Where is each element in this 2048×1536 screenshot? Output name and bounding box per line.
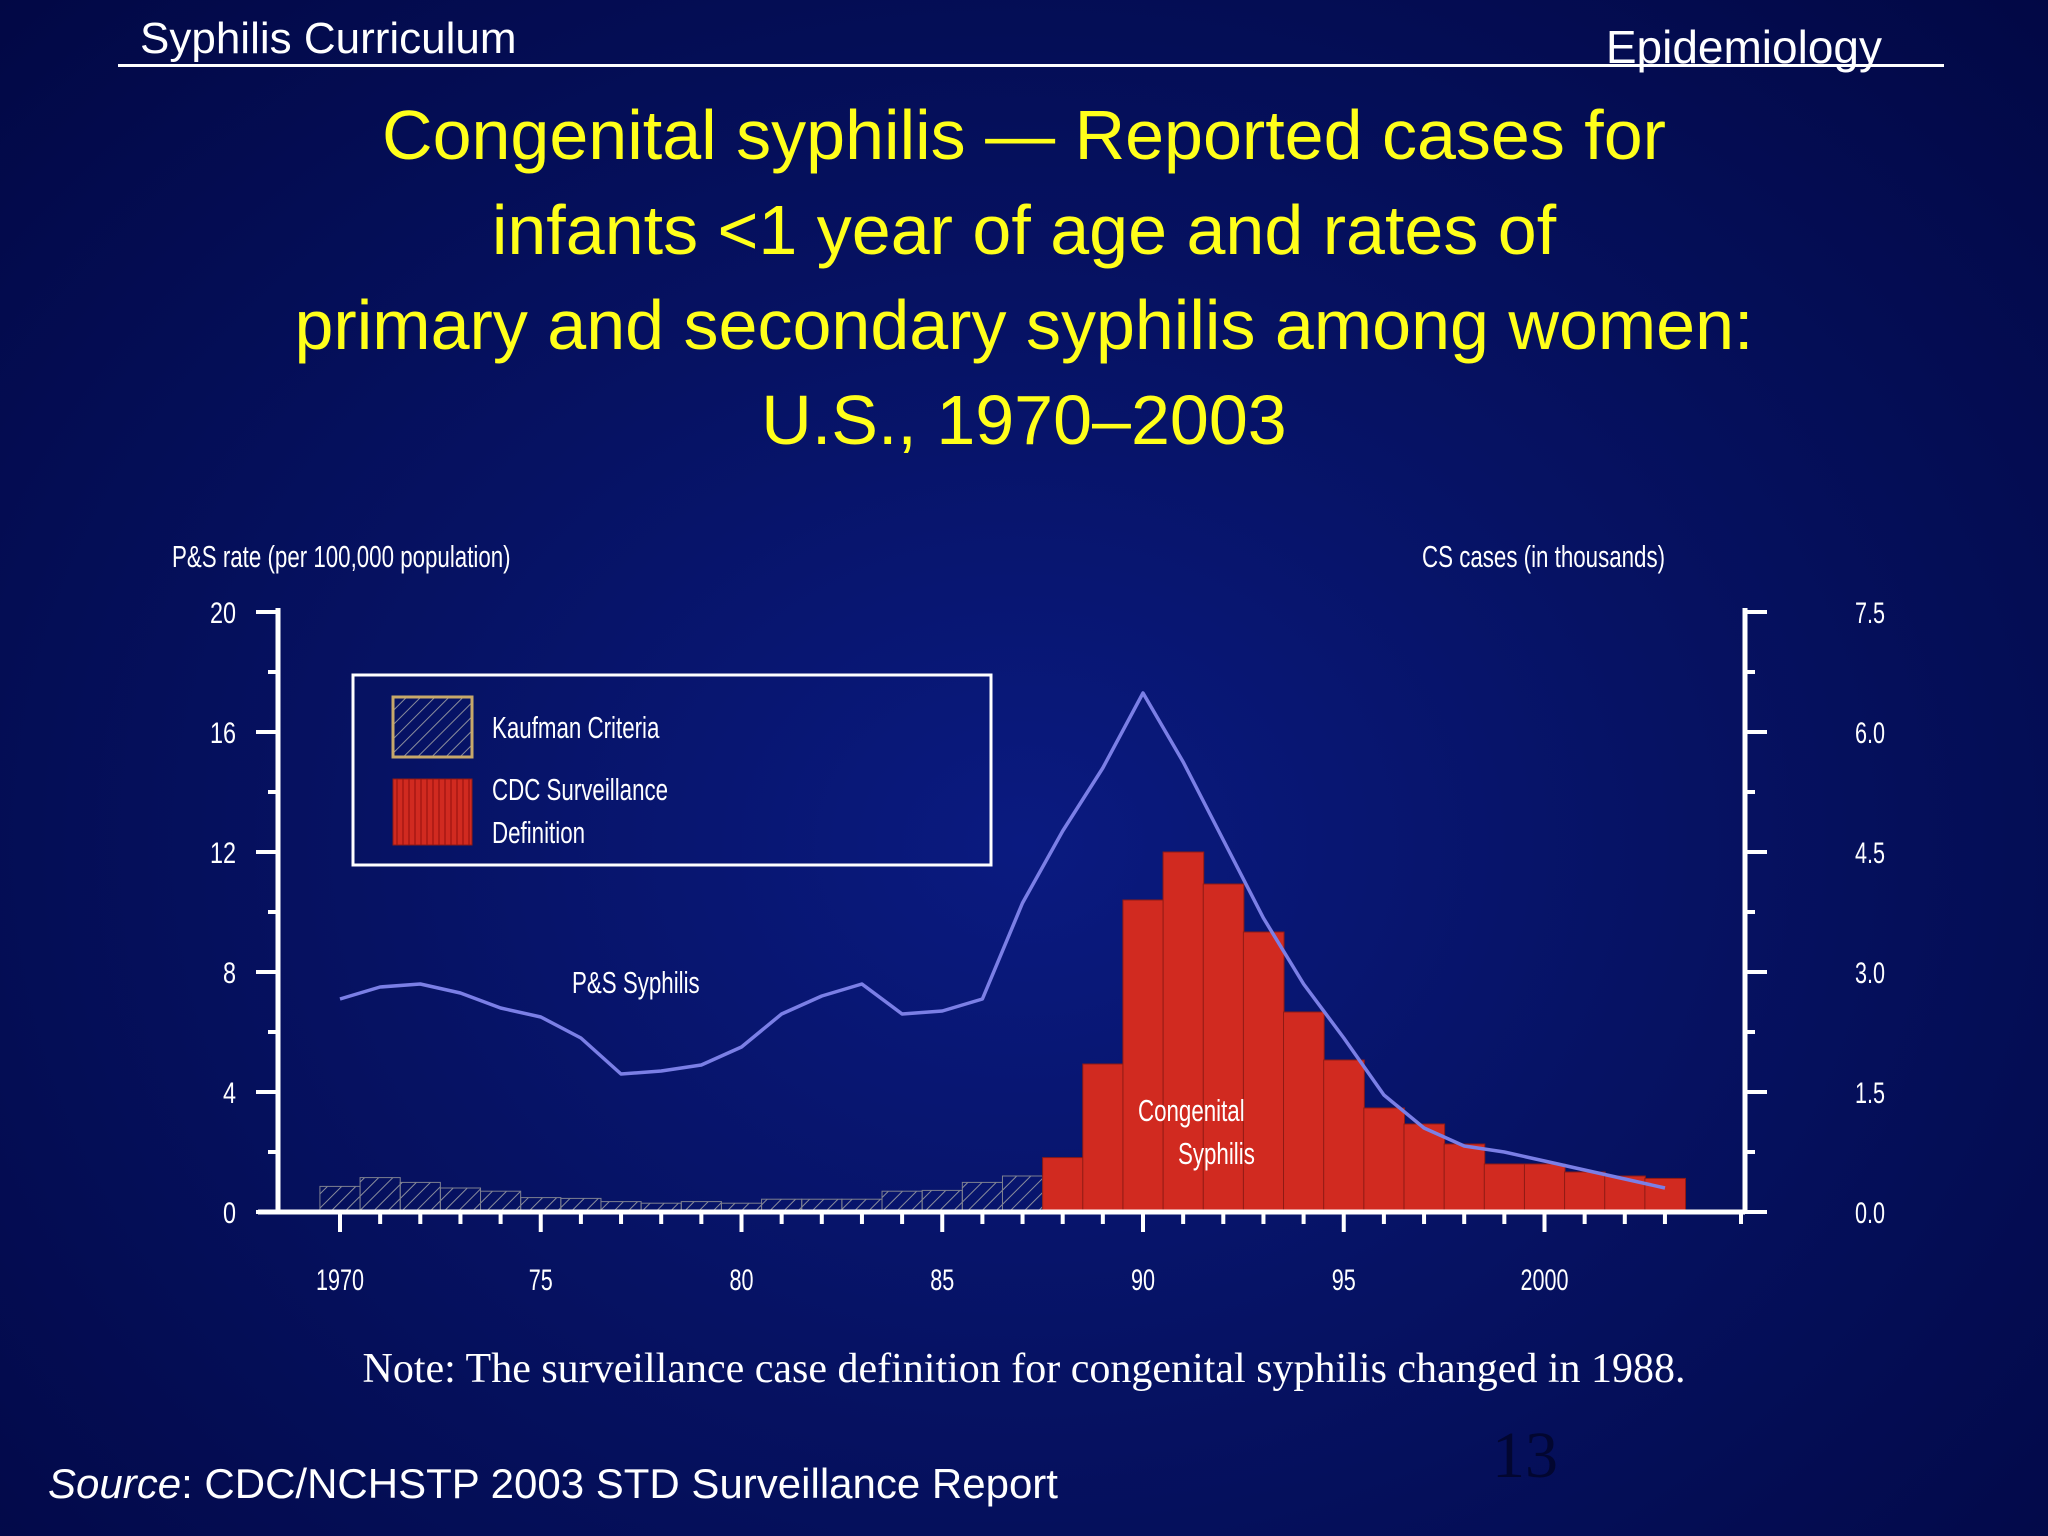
kaufman-bar (319, 1185, 361, 1213)
x-tick-label: 90 (1131, 1262, 1155, 1296)
cdc-bar (1363, 1107, 1405, 1213)
kaufman-bar (359, 1177, 401, 1213)
kaufman-bar (1001, 1175, 1044, 1213)
left-tick-label: 4 (223, 1076, 236, 1109)
cdc-bar (1082, 1063, 1124, 1213)
title-line: U.S., 1970–2003 (761, 381, 1287, 459)
source-text: : CDC/NCHSTP 2003 STD Surveillance Repor… (181, 1460, 1058, 1507)
kaufman-bar (399, 1181, 441, 1213)
cdc-bar (1323, 1059, 1365, 1213)
legend-label-cdc: CDC Surveillance (492, 772, 668, 806)
slide-title: Congenital syphilis — Reported cases for… (100, 88, 1948, 468)
x-tick-label: 2000 (1520, 1262, 1568, 1296)
cdc-bar (1403, 1123, 1446, 1213)
left-axis-title: P&S rate (per 100,000 population) (172, 539, 511, 573)
cdc-bar (1483, 1163, 1526, 1213)
cdc-bar (1604, 1175, 1646, 1213)
congenital-syphilis-annotation: Congenital (1138, 1093, 1245, 1127)
source-label: Source (48, 1460, 182, 1507)
right-tick-label: 4.5 (1855, 835, 1885, 869)
left-tick-label: 12 (210, 836, 236, 869)
legend-swatch-cdc (392, 778, 473, 846)
cdc-bar (1283, 1011, 1325, 1213)
right-tick-label: 7.5 (1855, 595, 1885, 629)
legend-label-kaufman: Kaufman Criteria (492, 710, 660, 744)
cdc-bar (1242, 931, 1285, 1213)
header-divider (118, 64, 1944, 67)
right-tick-label: 0.0 (1855, 1195, 1885, 1229)
x-tick-label: 75 (529, 1262, 553, 1296)
cdc-bar (1122, 899, 1165, 1213)
cdc-bar (1523, 1163, 1566, 1213)
kaufman-bar (881, 1190, 923, 1213)
page-number: 13 (1492, 1419, 1558, 1492)
source-citation: Source: CDC/NCHSTP 2003 STD Surveillance… (48, 1460, 1058, 1508)
right-tick-label: 1.5 (1855, 1075, 1885, 1109)
kaufman-bar (961, 1181, 1003, 1213)
congenital-syphilis-annotation: Syphilis (1178, 1136, 1255, 1170)
curriculum-label: Syphilis Curriculum (140, 14, 517, 63)
legend-box (351, 673, 993, 867)
cdc-bar (1162, 851, 1205, 1213)
legend-label-cdc: Definition (492, 815, 585, 849)
right-tick-label: 6.0 (1855, 715, 1885, 749)
chart-note: Note: The surveillance case definition f… (362, 1346, 1686, 1392)
left-tick-label: 8 (223, 956, 236, 989)
title-line: primary and secondary syphilis among wom… (294, 286, 1754, 364)
left-tick-label: 20 (210, 596, 236, 629)
cdc-bar (1443, 1143, 1486, 1213)
cdc-bar (1202, 883, 1245, 1213)
x-tick-label: 80 (729, 1262, 753, 1296)
cdc-bar (1564, 1171, 1606, 1213)
kaufman-bar (439, 1187, 482, 1213)
title-line: Congenital syphilis — Reported cases for (382, 96, 1666, 174)
x-tick-label: 95 (1332, 1262, 1356, 1296)
kaufman-bar (921, 1189, 963, 1213)
x-tick-label: 1970 (316, 1262, 364, 1296)
left-tick-label: 0 (223, 1196, 236, 1229)
x-tick-label: 85 (930, 1262, 954, 1296)
ps-syphilis-line (339, 691, 1666, 1190)
left-tick-label: 16 (210, 716, 236, 749)
cdc-bar (1042, 1157, 1084, 1213)
legend-swatch-kaufman (391, 695, 474, 759)
kaufman-bar (480, 1190, 522, 1213)
ps-syphilis-annotation: P&S Syphilis (572, 965, 700, 999)
right-tick-label: 3.0 (1855, 955, 1885, 989)
title-line: infants <1 year of age and rates of (491, 191, 1557, 269)
right-axis-title: CS cases (in thousands) (1422, 539, 1665, 573)
